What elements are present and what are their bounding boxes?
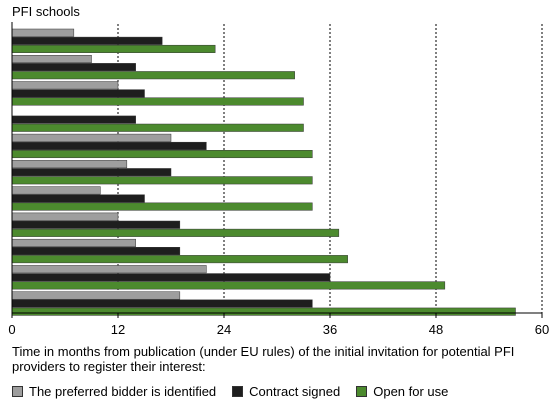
bar-s0-c8 (11, 238, 136, 247)
x-tick-label-4: 48 (429, 322, 443, 337)
bar-s1-c0 (11, 36, 163, 45)
bar-s0-c0 (11, 28, 75, 37)
bar-s2-c10 (11, 307, 516, 316)
bar-chart-plot: 0 12 24 36 48 60 (8, 22, 549, 337)
legend-item-1: Contract signed (232, 384, 340, 399)
x-tick-label-0: 0 (8, 322, 15, 337)
bar-s2-c7 (11, 228, 340, 237)
x-tick-label-5: 60 (535, 322, 549, 337)
bar-s0-c5 (11, 160, 128, 169)
bar-s2-c5 (11, 176, 313, 185)
legend-swatch-1 (232, 386, 244, 397)
bar-s1-c6 (11, 194, 145, 203)
bar-s2-c4 (11, 150, 313, 159)
bar-s1-c4 (11, 141, 207, 150)
bar-s1-c2 (11, 89, 145, 98)
bar-s1-c10 (11, 299, 313, 308)
legend-label-1: Contract signed (249, 384, 341, 399)
bar-s2-c0 (11, 44, 216, 53)
bar-s1-c5 (11, 168, 172, 177)
legend: The preferred bidder is identified Contra… (12, 384, 464, 399)
legend-item-0: The preferred bidder is identified (12, 384, 216, 399)
bar-s2-c8 (11, 255, 348, 264)
bar-s0-c6 (11, 186, 101, 195)
x-axis-label: Time in months from publication (under E… (12, 344, 515, 374)
bar-s0-c9 (11, 265, 207, 274)
legend-item-2: Open for use (356, 384, 448, 399)
bar-s2-c2 (11, 97, 304, 106)
bar-s2-c9 (11, 281, 446, 290)
bar-s2-c3 (11, 123, 304, 132)
bar-s0-c7 (11, 212, 119, 221)
legend-swatch-2 (356, 386, 368, 397)
bar-s0-c4 (11, 133, 172, 142)
bar-s2-c6 (11, 202, 313, 211)
legend-label-0: The preferred bidder is identified (29, 384, 217, 399)
bar-s1-c3 (11, 115, 136, 124)
bar-s1-c8 (11, 247, 181, 256)
x-tick-label-3: 36 (323, 322, 337, 337)
legend-swatch-0 (12, 386, 23, 397)
bar-s1-c1 (11, 63, 136, 72)
bar-s0-c2 (11, 81, 119, 90)
x-tick-label-2: 24 (217, 322, 231, 337)
bar-s2-c1 (11, 71, 295, 80)
bar-s0-c10 (11, 291, 181, 300)
legend-label-2: Open for use (373, 384, 449, 399)
x-tick-label-1: 12 (111, 322, 125, 337)
chart-title: PFI schools (12, 4, 80, 19)
bar-s0-c1 (11, 55, 92, 64)
bar-s1-c9 (11, 273, 331, 282)
bar-s1-c7 (11, 220, 181, 229)
